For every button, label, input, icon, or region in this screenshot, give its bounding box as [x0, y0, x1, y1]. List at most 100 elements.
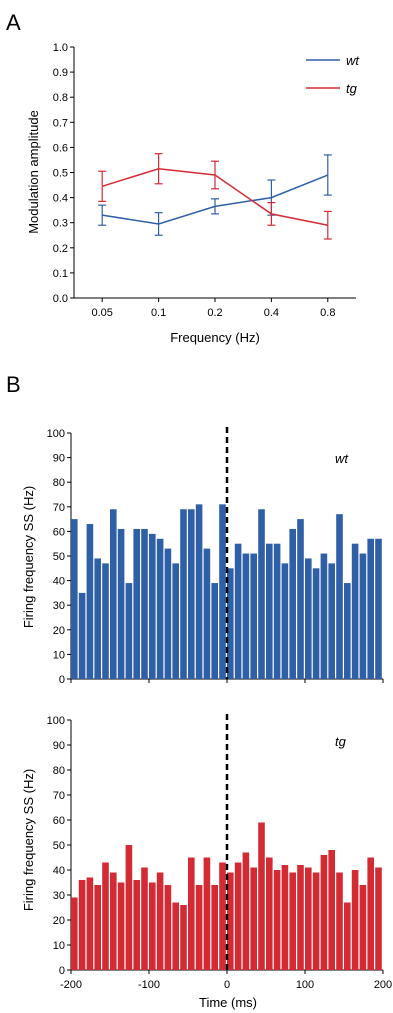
chart-b-bottom-bar [133, 880, 140, 970]
chart-b-bottom-bar [367, 857, 374, 970]
chart-b-top-bar [110, 509, 117, 679]
chart-b-top-ylabel: Firing frequency SS (Hz) [21, 486, 36, 628]
chart-b-bottom-y-tick-label: 30 [53, 890, 65, 902]
chart-b-bottom-x-tick-label: -100 [138, 979, 160, 991]
chart-b-top-bar [258, 509, 265, 679]
chart-b-top-bar [234, 543, 242, 679]
chart-b-bottom-x-tick-label: 0 [224, 979, 230, 991]
chart-a-xlabel: Frequency (Hz) [170, 330, 260, 345]
chart-b-top-bar [266, 543, 273, 679]
chart-b-bottom-bar [94, 885, 101, 970]
chart-b-top-y-tick-label: 40 [53, 576, 65, 588]
chart-b-bottom-bar [78, 880, 86, 970]
chart-b-top-bar [281, 563, 289, 679]
chart-b-top-bar [141, 528, 148, 679]
chart-b-bottom-y-tick-label: 20 [53, 915, 65, 927]
chart-a-y-tick-label: 0.1 [53, 268, 68, 280]
chart-b-top-bar [312, 568, 320, 679]
chart-a-plot: 0.0 0.1 0.2 0.3 0.4 0.5 0.6 0.7 0.8 0.9 1.0 0.05 0.1… [53, 42, 356, 319]
chart-b-top-bar [133, 528, 140, 679]
chart-b-bottom-y-tick-label: 40 [53, 865, 65, 877]
chart-b-bottom-bar [180, 905, 187, 970]
chart-b-bottom-bar [351, 870, 359, 970]
chart-b-top-bar [351, 543, 359, 679]
chart-b-top-bar [203, 548, 211, 679]
chart-b-bottom-bar [219, 862, 226, 970]
chart-b-top-y-tick-label: 20 [53, 625, 65, 637]
chart-b-top-y-tick-label: 50 [53, 551, 65, 563]
chart-b-top-bar [125, 583, 133, 679]
chart-b-top-y-tick-label: 10 [53, 649, 65, 661]
chart-b-bottom-y-tick-label: 50 [53, 840, 65, 852]
chart-a-x-tick-label: 0.05 [91, 307, 112, 319]
chart-b-top-bar [359, 553, 367, 679]
chart-b-bottom-bar [172, 902, 179, 970]
chart-b-top-y-tick-label: 100 [47, 428, 65, 440]
chart-b-bottom-xlabel: Time (ms) [199, 995, 257, 1010]
chart-b-bottom-bar [289, 872, 296, 970]
chart-a-x-tick-label: 0.1 [151, 307, 166, 319]
chart-b-top-bar [336, 514, 343, 679]
chart-b-bottom-bar [110, 872, 117, 970]
chart-b-bottom-y-tick-label: 100 [47, 715, 65, 727]
chart-b-top-bar [367, 538, 374, 679]
chart-a-x-tick-label: 0.4 [264, 307, 279, 319]
chart-b-top-y-tick-label: 30 [53, 600, 65, 612]
chart-b-bottom-bar [305, 867, 312, 970]
chart-b-top-bar [164, 548, 172, 679]
chart-b-bottom-bar [281, 865, 289, 970]
chart-b-bottom-y-tick-label: 10 [53, 940, 65, 952]
chart-b-bottom-x-tick-label: 100 [296, 979, 314, 991]
chart-b-top-bar [320, 553, 328, 679]
chart-b-top-bar [375, 538, 382, 679]
chart-b-top-bar [242, 553, 250, 679]
chart-b-bottom-bar [320, 855, 328, 970]
chart-b-top-y-tick-label: 70 [53, 502, 65, 514]
chart-b-bottom-bar [156, 872, 164, 970]
chart-b-bottom-bar [250, 867, 257, 970]
chart-b-bottom-bar [102, 862, 109, 970]
legend-label-tg: tg [346, 81, 358, 96]
chart-b-top-bar [86, 524, 94, 679]
chart-b-top-y-tick-label: 60 [53, 526, 65, 538]
chart-b-top-bar [180, 509, 187, 679]
chart-a-y-tick-label: 0.0 [53, 293, 68, 305]
chart-a-y-tick-label: 0.8 [53, 92, 68, 104]
chart-b-top-bar [305, 558, 312, 679]
chart-a-y-tick-label: 0.4 [53, 193, 68, 205]
chart-b-bottom-bar [234, 862, 242, 970]
chart-b-top-y-tick-label: 0 [59, 674, 65, 686]
chart-b-top-bar [219, 504, 226, 679]
chart-b-bottom-bar [203, 857, 211, 970]
chart-b-top-bar [94, 558, 101, 679]
chart-a-y-tick-label: 0.7 [53, 117, 68, 129]
chart-b-top-y-tick-label: 90 [53, 453, 65, 465]
chart-b-top-bar [78, 592, 86, 679]
legend-label-wt: wt [346, 53, 360, 68]
chart-a-y-tick-label: 0.6 [53, 142, 68, 154]
chart-b-bottom-bar [164, 885, 172, 970]
chart-b-top-label: wt [335, 451, 349, 466]
chart-b-bottom-y-tick-label: 70 [53, 790, 65, 802]
chart-b-bottom-bar [266, 857, 273, 970]
chart-b-top-bar [102, 563, 109, 679]
chart-b-top-bar [227, 568, 234, 679]
chart-b-top-bar [344, 583, 351, 679]
chart-a-x-tick-label: 0.2 [207, 307, 222, 319]
chart-a-y-tick-label: 0.9 [53, 67, 68, 79]
panel-letter-a: A [6, 10, 21, 35]
chart-b-bottom-bar [312, 872, 320, 970]
chart-b-top-bar [289, 528, 296, 679]
chart-b-bottom-bar [117, 882, 125, 970]
chart-b-bottom-bar [227, 872, 234, 970]
chart-b-top-bar [71, 519, 78, 679]
chart-b-bottom-bar [141, 867, 148, 970]
chart-b-bottom-bar [125, 845, 133, 970]
chart-b-bottom-bar [359, 885, 367, 970]
chart-a-y-tick-label: 0.5 [53, 168, 68, 180]
chart-b-bottom-bar [188, 857, 195, 970]
chart-a-y-tick-label: 0.2 [53, 243, 68, 255]
chart-b-bottom-label: tg [335, 734, 347, 749]
chart-b-top-bar [273, 543, 281, 679]
panel-letter-b: B [6, 372, 21, 397]
